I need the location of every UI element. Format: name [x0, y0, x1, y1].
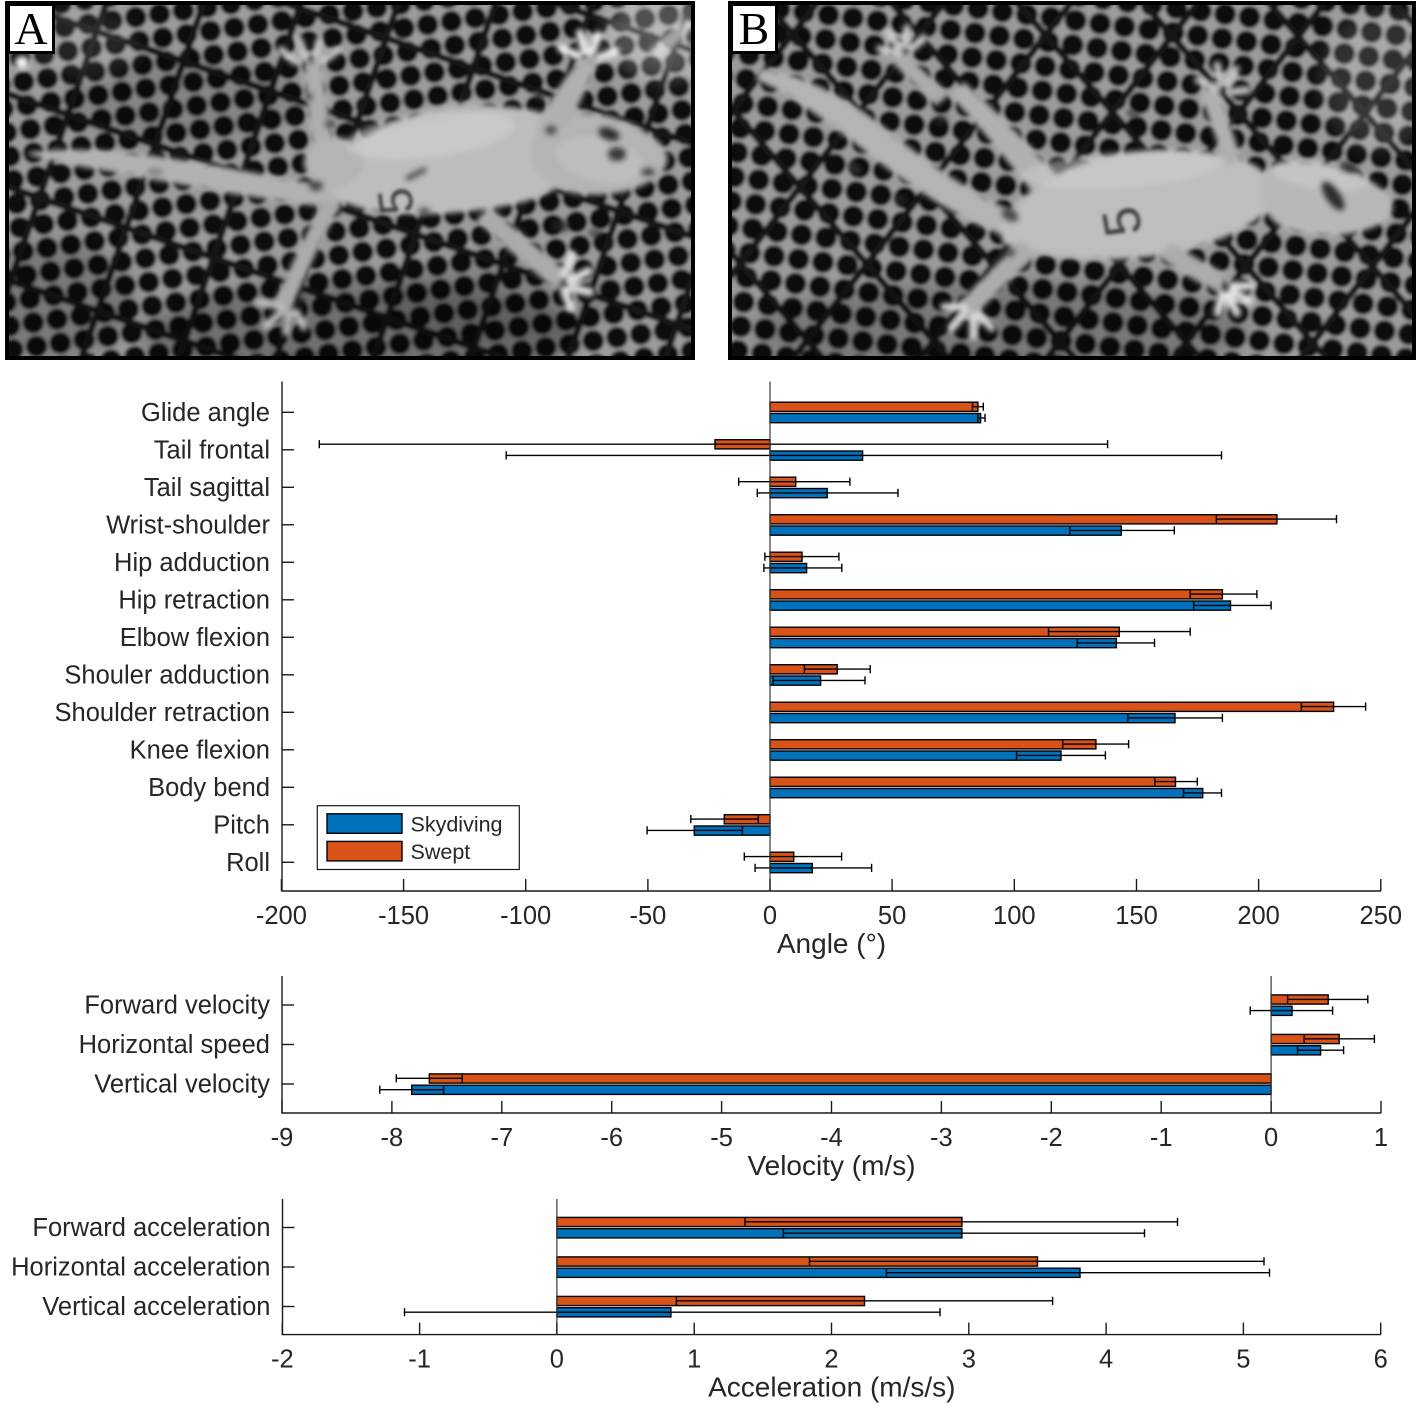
svg-text:0: 0 [550, 1346, 564, 1374]
svg-text:Skydiving: Skydiving [411, 813, 503, 837]
svg-text:-1: -1 [408, 1346, 431, 1374]
svg-text:Body bend: Body bend [148, 774, 270, 802]
svg-text:Vertical acceleration: Vertical acceleration [42, 1293, 270, 1321]
svg-text:5: 5 [1236, 1346, 1250, 1374]
svg-text:Roll: Roll [226, 849, 270, 877]
svg-text:Forward acceleration: Forward acceleration [32, 1214, 270, 1242]
svg-text:-6: -6 [600, 1124, 623, 1152]
svg-text:6: 6 [1374, 1346, 1388, 1374]
svg-text:Tail frontal: Tail frontal [154, 436, 270, 464]
svg-text:-7: -7 [490, 1124, 513, 1152]
svg-text:-150: -150 [378, 902, 429, 930]
svg-text:-2: -2 [1040, 1124, 1063, 1152]
svg-text:Elbow flexion: Elbow flexion [120, 624, 270, 652]
svg-text:Shoulder retraction: Shoulder retraction [55, 699, 270, 727]
svg-text:3: 3 [962, 1346, 976, 1374]
svg-text:Forward velocity: Forward velocity [84, 992, 270, 1020]
svg-text:Hip retraction: Hip retraction [118, 586, 270, 614]
svg-text:-1: -1 [1150, 1124, 1173, 1152]
svg-text:0: 0 [1264, 1124, 1278, 1152]
svg-text:Acceleration (m/s/s): Acceleration (m/s/s) [708, 1372, 955, 1403]
svg-text:-4: -4 [820, 1124, 843, 1152]
svg-text:-50: -50 [629, 902, 666, 930]
svg-text:4: 4 [1099, 1346, 1113, 1374]
svg-text:50: 50 [878, 902, 906, 930]
svg-text:-9: -9 [271, 1124, 294, 1152]
svg-text:1: 1 [687, 1346, 701, 1374]
svg-text:-100: -100 [500, 902, 551, 930]
svg-text:0: 0 [763, 902, 777, 930]
svg-text:Wrist-shoulder: Wrist-shoulder [106, 511, 270, 539]
svg-text:Vertical velocity: Vertical velocity [94, 1071, 270, 1099]
svg-text:5: 5 [369, 185, 425, 218]
svg-text:200: 200 [1237, 902, 1280, 930]
svg-text:150: 150 [1115, 902, 1158, 930]
svg-text:-8: -8 [381, 1124, 404, 1152]
svg-text:100: 100 [993, 902, 1036, 930]
svg-text:Swept: Swept [411, 840, 471, 864]
svg-text:-5: -5 [710, 1124, 733, 1152]
svg-text:Glide angle: Glide angle [141, 399, 270, 427]
svg-text:1: 1 [1374, 1124, 1388, 1152]
svg-text:-200: -200 [256, 902, 307, 930]
svg-text:Knee flexion: Knee flexion [130, 736, 270, 764]
svg-text:Velocity (m/s): Velocity (m/s) [747, 1150, 915, 1181]
svg-text:Hip adduction: Hip adduction [114, 549, 270, 577]
svg-text:Pitch: Pitch [213, 811, 270, 839]
svg-text:Shouler adduction: Shouler adduction [64, 661, 270, 689]
svg-text:250: 250 [1360, 902, 1403, 930]
svg-text:A: A [14, 3, 47, 54]
svg-text:-3: -3 [930, 1124, 953, 1152]
svg-text:2: 2 [824, 1346, 838, 1374]
svg-text:B: B [739, 3, 770, 54]
svg-text:-2: -2 [271, 1346, 294, 1374]
svg-text:Angle (°): Angle (°) [777, 928, 886, 959]
svg-text:Horizontal speed: Horizontal speed [79, 1031, 270, 1059]
svg-text:Tail sagittal: Tail sagittal [144, 474, 270, 502]
svg-text:Horizontal acceleration: Horizontal acceleration [11, 1254, 270, 1282]
